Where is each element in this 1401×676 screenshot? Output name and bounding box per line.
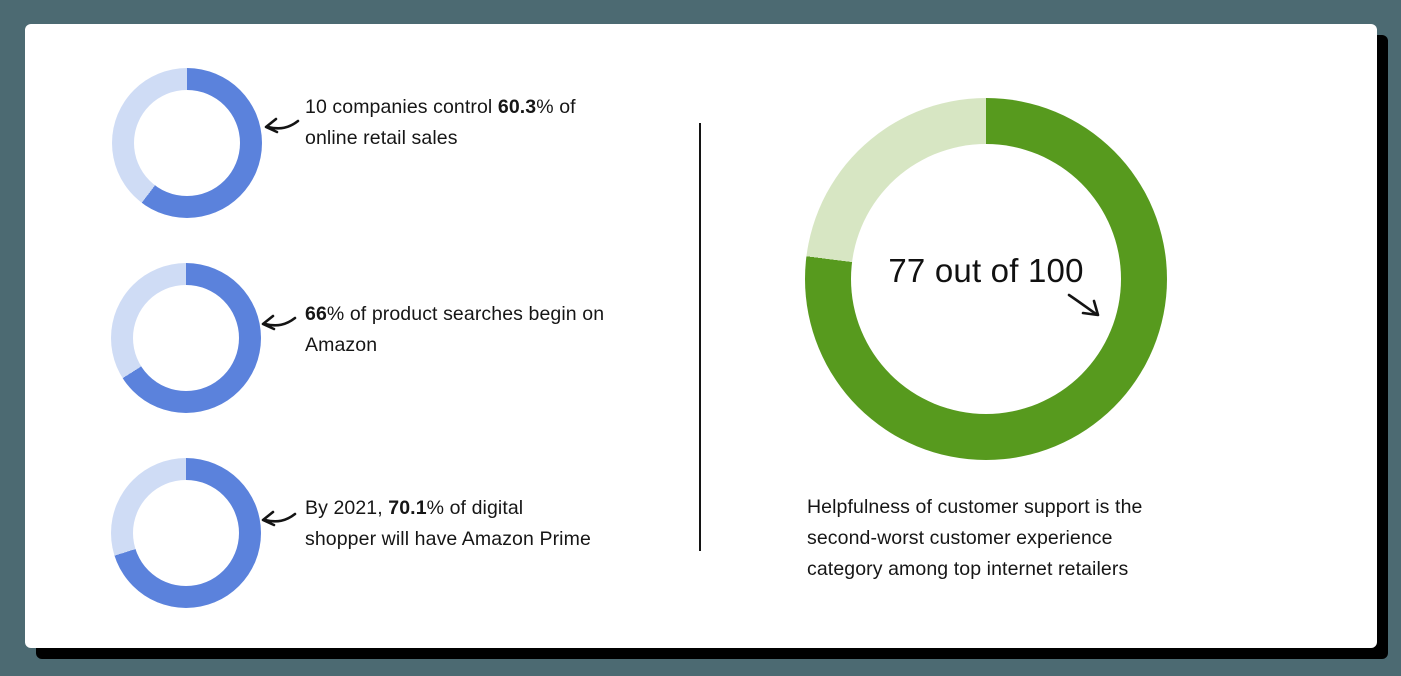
down-right-arrow-icon [1067, 293, 1100, 317]
caption-line-2: second-worst customer experience [807, 527, 1113, 549]
stat-line-1: 66% of product searches begin on [305, 303, 605, 325]
donut-chart-customer-support-score: 77 out of 100 [805, 98, 1167, 460]
donut-center-label: 77 out of 100 [888, 252, 1084, 289]
donut-chart-amazon-prime [111, 458, 261, 608]
stat-line-2: online retail sales [305, 127, 458, 149]
donut-hole [133, 285, 239, 391]
donut-hole [851, 144, 1121, 414]
left-arrow-icon [261, 314, 297, 331]
donut-hole [133, 480, 239, 586]
left-arrow-icon [264, 117, 300, 134]
donut-hole [134, 90, 240, 196]
stat-line-2: shopper will have Amazon Prime [305, 528, 591, 550]
stat-text-product-searches: 66% of product searches begin on Amazon [305, 299, 604, 361]
stat-text-amazon-prime: By 2021, 70.1% of digital shopper will h… [305, 493, 591, 555]
donut-chart-product-searches [111, 263, 261, 413]
featured-caption: Helpfulness of customer support is the s… [807, 492, 1142, 585]
donut-chart-online-retail-control [112, 68, 262, 218]
caption-line-1: Helpfulness of customer support is the [807, 496, 1143, 518]
infographic-card: 10 companies control 60.3% of online ret… [25, 24, 1377, 648]
left-arrow-icon [261, 510, 297, 527]
stat-line-2: Amazon [305, 334, 378, 356]
stat-text-online-retail: 10 companies control 60.3% of online ret… [305, 92, 576, 154]
stat-line-1: By 2021, 70.1% of digital [305, 497, 524, 519]
vertical-divider [699, 123, 701, 551]
caption-line-3: category among top internet retailers [807, 558, 1129, 580]
stat-line-1: 10 companies control 60.3% of [305, 96, 576, 118]
